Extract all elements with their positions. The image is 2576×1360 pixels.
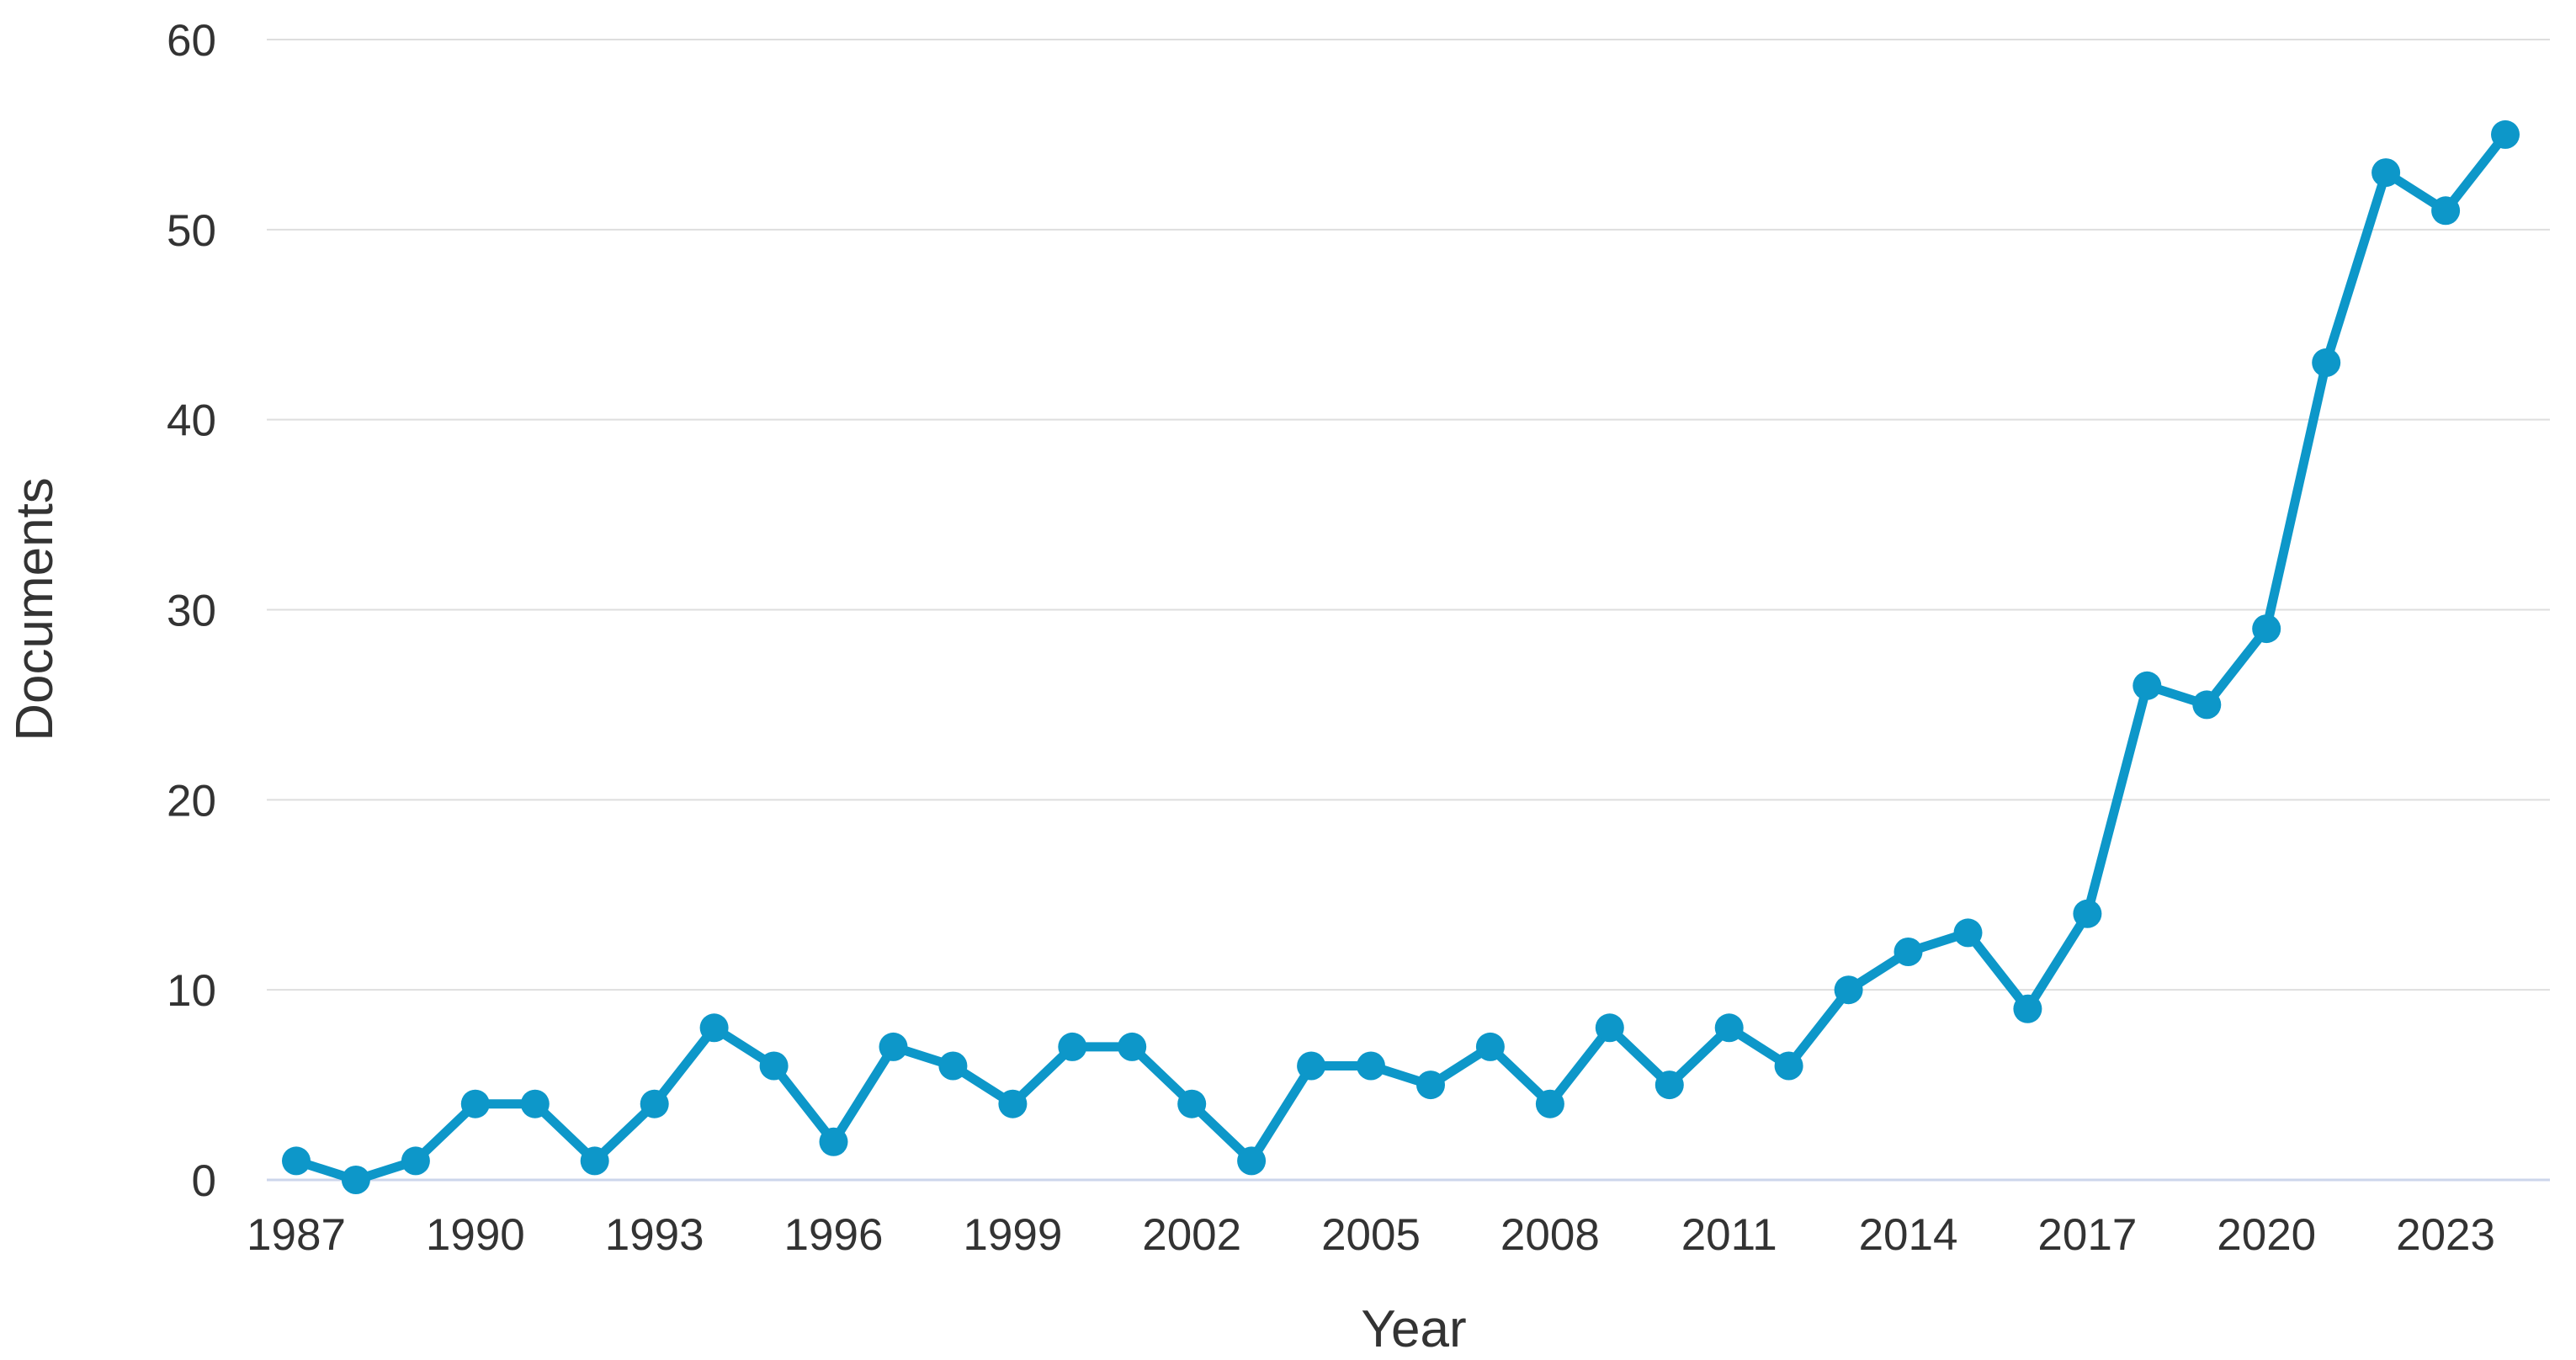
data-point-2022[interactable] <box>2372 158 2401 188</box>
x-tick-label-2020: 2020 <box>2217 1210 2316 1260</box>
data-point-1988[interactable] <box>341 1166 370 1194</box>
data-point-2014[interactable] <box>1893 938 1923 966</box>
x-axis-tick-labels: 1987 1990 1993 1996 1999 2002 2005 2008 2011 2014… <box>247 1210 2495 1260</box>
x-tick-label-1993: 1993 <box>605 1210 704 1260</box>
data-point-1989[interactable] <box>401 1146 430 1176</box>
y-tick-label-50: 50 <box>167 206 216 256</box>
data-point-2016[interactable] <box>2013 994 2042 1023</box>
x-axis-title: Year <box>1361 1300 1466 1358</box>
data-point-2000[interactable] <box>1058 1032 1087 1061</box>
y-axis-title: Documents <box>6 477 64 741</box>
data-point-2010[interactable] <box>1654 1070 1684 1100</box>
data-point-2008[interactable] <box>1535 1089 1564 1118</box>
y-tick-label-30: 30 <box>167 587 216 636</box>
data-point-2009[interactable] <box>1595 1013 1624 1043</box>
data-point-2006[interactable] <box>1416 1070 1445 1100</box>
data-point-1994[interactable] <box>699 1013 729 1043</box>
series-line <box>291 130 2510 1185</box>
series-markers <box>282 120 2520 1194</box>
data-point-1998[interactable] <box>938 1051 968 1081</box>
y-tick-label-40: 40 <box>167 396 216 446</box>
data-point-1995[interactable] <box>759 1051 789 1081</box>
x-tick-label-2008: 2008 <box>1500 1210 1600 1260</box>
x-tick-label-1990: 1990 <box>426 1210 525 1260</box>
data-point-1992[interactable] <box>580 1146 609 1176</box>
data-point-2020[interactable] <box>2252 614 2281 644</box>
x-tick-label-1996: 1996 <box>784 1210 884 1260</box>
data-point-1990[interactable] <box>460 1089 490 1118</box>
x-tick-label-2005: 2005 <box>1321 1210 1421 1260</box>
x-tick-label-2002: 2002 <box>1142 1210 1241 1260</box>
data-point-1993[interactable] <box>640 1089 669 1118</box>
y-tick-label-60: 60 <box>167 16 216 66</box>
data-point-1987[interactable] <box>282 1146 311 1176</box>
data-point-2017[interactable] <box>2073 899 2102 928</box>
gridlines <box>267 39 2550 991</box>
data-point-2002[interactable] <box>1177 1089 1207 1118</box>
y-axis-tick-labels: 0 10 20 30 40 50 60 <box>167 16 216 1206</box>
data-point-2011[interactable] <box>1714 1013 1744 1043</box>
data-point-1996[interactable] <box>819 1127 848 1156</box>
x-tick-label-2017: 2017 <box>2037 1210 2137 1260</box>
data-point-2019[interactable] <box>2192 690 2222 720</box>
data-point-2001[interactable] <box>1118 1032 1147 1061</box>
y-tick-label-20: 20 <box>167 776 216 826</box>
data-point-2024[interactable] <box>2491 120 2520 149</box>
y-tick-label-0: 0 <box>192 1156 216 1206</box>
data-point-2023[interactable] <box>2431 196 2461 226</box>
data-point-2018[interactable] <box>2133 671 2162 700</box>
data-point-2003[interactable] <box>1237 1146 1267 1176</box>
x-tick-label-2023: 2023 <box>2396 1210 2495 1260</box>
x-tick-label-2014: 2014 <box>1859 1210 1958 1260</box>
data-point-1991[interactable] <box>520 1089 550 1118</box>
data-point-2015[interactable] <box>1953 918 1983 948</box>
x-tick-label-1999: 1999 <box>963 1210 1062 1260</box>
data-point-2005[interactable] <box>1357 1051 1385 1081</box>
x-tick-label-1987: 1987 <box>247 1210 346 1260</box>
data-point-1999[interactable] <box>998 1089 1028 1118</box>
data-point-2004[interactable] <box>1297 1051 1326 1081</box>
data-point-2012[interactable] <box>1774 1051 1803 1081</box>
data-point-2013[interactable] <box>1834 975 1863 1005</box>
x-tick-label-2011: 2011 <box>1681 1210 1777 1260</box>
y-tick-label-10: 10 <box>167 966 216 1016</box>
data-point-1997[interactable] <box>879 1032 908 1061</box>
data-point-2007[interactable] <box>1475 1032 1505 1061</box>
data-point-2021[interactable] <box>2312 348 2341 377</box>
